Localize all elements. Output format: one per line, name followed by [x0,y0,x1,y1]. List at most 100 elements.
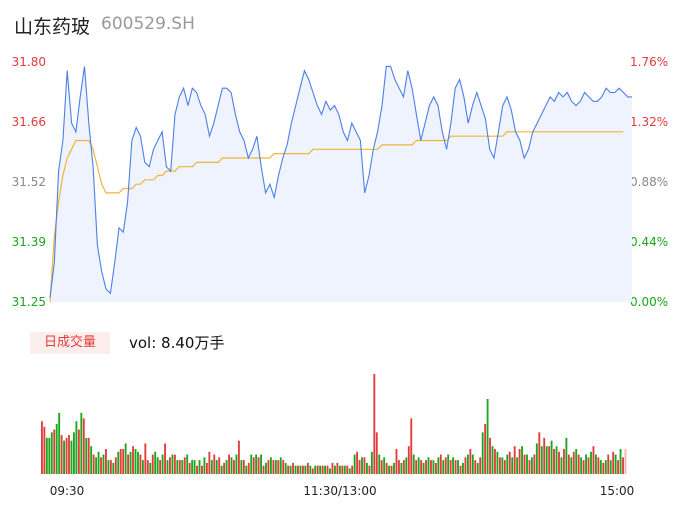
volume-bar [518,449,521,474]
volume-bar [570,457,573,474]
volume-bar [361,457,363,474]
volume-bar [201,465,203,474]
volume-bar [41,421,43,474]
volume-bar [146,460,149,474]
volume-bar [476,462,479,474]
volume-bar [405,457,408,474]
volume-bar [548,446,551,474]
volume-bar [375,432,378,474]
volume-bar [555,446,558,474]
volume-bar [452,457,455,474]
volume-bar [479,457,482,474]
volume-bar [496,451,499,474]
y-tick-left: 31.52 [12,175,46,189]
volume-bar [466,454,469,474]
y-tick-left: 31.80 [12,55,46,69]
volume-bar [619,449,622,474]
volume-bar [109,460,112,474]
volume-bar [97,451,100,474]
volume-bar [279,457,282,474]
volume-bar [469,449,472,474]
volume-bar [117,451,120,474]
volume-bar [565,437,568,474]
volume-bar [235,454,238,474]
volume-bar [129,451,132,474]
volume-bar [114,457,117,474]
volume-bar [100,457,102,474]
volume-bar [590,451,592,474]
volume-bar [363,457,366,474]
y-tick-right: 0.44% [630,235,668,249]
volume-bar [494,449,496,474]
volume-bar [319,465,322,474]
volume-bar [624,449,627,474]
volume-bar [124,443,127,474]
volume-bar [358,460,361,474]
volume-bar [599,460,602,474]
volume-bar [395,449,398,474]
volume-bar [43,426,46,474]
volume-bar [498,457,501,474]
volume-bar [223,462,226,474]
volume-bar [447,454,450,474]
volume-bar [575,449,578,474]
volume-bar [262,465,265,474]
volume-bar [366,462,368,474]
volume-bar [462,462,464,474]
volume-bar [105,449,107,474]
volume-bar [471,454,474,474]
volume-bar [260,454,262,474]
volume-bar [503,460,506,474]
volume-bar [198,460,201,474]
volume-bar [346,465,349,474]
volume-bar [587,457,590,474]
volume-bar [368,465,371,474]
volume-bar [237,440,240,474]
volume-bar [68,435,70,474]
volume-bar [592,446,595,474]
volume-bar [486,399,489,474]
volume-bar [604,460,607,474]
volume-bar [294,465,297,474]
volume-bar [326,465,329,474]
volume-bar [437,457,440,474]
volume-bar [410,418,413,474]
volume-bar [545,446,548,474]
volume-bar [420,460,423,474]
volume-tag: 日成交量 [30,332,110,354]
volume-bar [245,465,248,474]
volume-bar [400,462,403,474]
y-tick-right: 1.76% [630,55,668,69]
volume-bar [240,460,243,474]
y-tick-right: 1.32% [630,115,668,129]
volume-bar [341,465,344,474]
volume-bar [218,457,221,474]
volume-bar [210,460,213,474]
volume-bar [171,454,174,474]
volume-bar [373,374,376,474]
volume-bar [45,437,48,474]
volume-bar [269,457,272,474]
volume-bar [329,468,331,474]
volume-bar [553,449,555,474]
volume-bar [112,462,115,474]
volume-bar [370,451,373,474]
volume-bar [193,460,196,474]
volume-bar [161,454,164,474]
volume-bar [390,465,393,474]
volume-bar [457,460,459,474]
volume-bar [141,460,144,474]
price-line [49,65,632,298]
volume-bar [134,449,137,474]
volume-bar [176,460,179,474]
y-tick-left: 31.39 [12,235,46,249]
volume-bar [144,443,147,474]
volume-bar [439,454,442,474]
volume-bar [597,457,600,474]
volume-bar [50,432,53,474]
volume-bar [272,460,275,474]
volume-bar [87,437,90,474]
volume-bar [442,460,445,474]
volume-bar [127,454,130,474]
volume-bar [378,454,381,474]
